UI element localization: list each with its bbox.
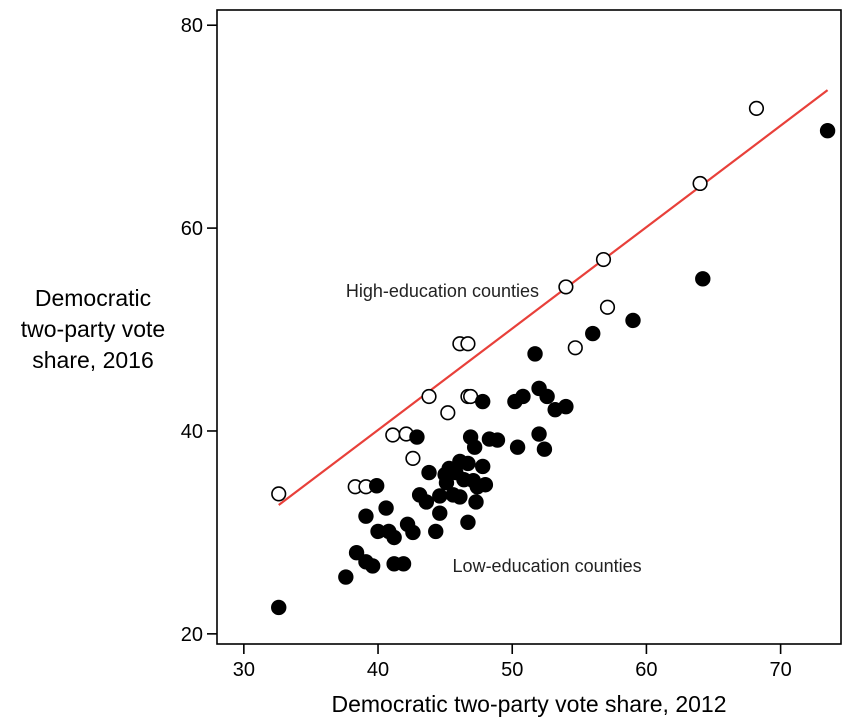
low-education-point bbox=[625, 312, 641, 329]
y-axis-title-line: share, 2016 bbox=[32, 347, 153, 373]
low-education-point bbox=[585, 325, 601, 342]
low-education-point bbox=[539, 388, 555, 405]
x-tick-label: 50 bbox=[501, 659, 523, 681]
x-tick-label: 70 bbox=[769, 659, 791, 681]
low-education-point bbox=[475, 393, 491, 410]
high-education-points bbox=[271, 100, 765, 502]
low-education-point bbox=[819, 123, 836, 139]
low-education-point bbox=[475, 458, 491, 475]
low-education-point bbox=[348, 545, 365, 561]
low-education-point bbox=[466, 439, 483, 455]
low-education-point bbox=[452, 489, 468, 505]
high-education-point bbox=[421, 388, 437, 405]
high-education-point bbox=[385, 427, 401, 443]
y-tick-label: 60 bbox=[181, 218, 203, 240]
low-education-point bbox=[509, 439, 526, 455]
low-education-point bbox=[531, 426, 547, 442]
fit-line bbox=[278, 89, 829, 506]
high-education-point bbox=[599, 299, 616, 315]
annotation-label: High-education counties bbox=[346, 281, 539, 301]
y-tick-label: 20 bbox=[181, 624, 203, 646]
low-education-point bbox=[421, 464, 437, 481]
y-axis: 20 40 60 80 bbox=[181, 15, 217, 646]
low-education-point bbox=[536, 441, 553, 457]
high-education-point bbox=[595, 251, 612, 268]
y-axis-title-line: two-party vote bbox=[21, 316, 165, 342]
low-education-point bbox=[438, 475, 455, 491]
low-education-point bbox=[515, 388, 531, 405]
low-education-point bbox=[558, 398, 574, 415]
x-axis-title: Democratic two-party vote share, 2012 bbox=[331, 691, 726, 717]
low-education-point bbox=[527, 346, 543, 362]
x-axis: 30 40 50 60 70 bbox=[233, 644, 792, 681]
annotations: High-education counties Low-education cou… bbox=[346, 281, 642, 576]
low-education-point bbox=[395, 556, 412, 572]
low-education-point bbox=[368, 478, 385, 494]
x-tick-label: 30 bbox=[233, 659, 255, 681]
low-education-point bbox=[386, 529, 402, 546]
low-education-point bbox=[489, 432, 506, 448]
high-education-point bbox=[748, 100, 765, 116]
low-education-point bbox=[378, 500, 394, 516]
low-education-point bbox=[418, 494, 435, 510]
high-education-point bbox=[567, 340, 583, 356]
low-education-point bbox=[477, 477, 494, 493]
low-education-point bbox=[432, 505, 448, 521]
low-education-point bbox=[409, 429, 425, 445]
plot-frame bbox=[216, 9, 842, 645]
x-tick-label: 60 bbox=[635, 659, 657, 681]
low-education-point bbox=[432, 488, 448, 504]
low-education-point bbox=[338, 569, 354, 585]
low-education-point bbox=[358, 508, 374, 524]
x-tick-label: 40 bbox=[367, 659, 389, 681]
high-education-point bbox=[558, 279, 574, 295]
y-tick-label: 40 bbox=[181, 421, 203, 443]
low-education-point bbox=[405, 524, 421, 541]
low-education-point bbox=[460, 514, 476, 530]
y-axis-title: Democratic two-party vote share, 2016 bbox=[21, 285, 165, 373]
low-education-point bbox=[428, 523, 444, 540]
low-education-point bbox=[364, 558, 381, 574]
annotation-label: Low-education counties bbox=[453, 556, 642, 576]
high-education-point bbox=[440, 405, 456, 421]
y-tick-label: 80 bbox=[181, 15, 203, 37]
high-education-point bbox=[405, 450, 421, 466]
high-education-point bbox=[271, 486, 287, 502]
high-education-point bbox=[460, 336, 476, 352]
y-axis-title-line: Democratic bbox=[35, 285, 151, 311]
low-education-point bbox=[695, 271, 711, 287]
low-education-point bbox=[460, 455, 476, 472]
high-education-point bbox=[692, 175, 708, 192]
low-education-points bbox=[271, 123, 836, 616]
low-education-point bbox=[271, 599, 287, 616]
low-education-point bbox=[468, 494, 484, 510]
